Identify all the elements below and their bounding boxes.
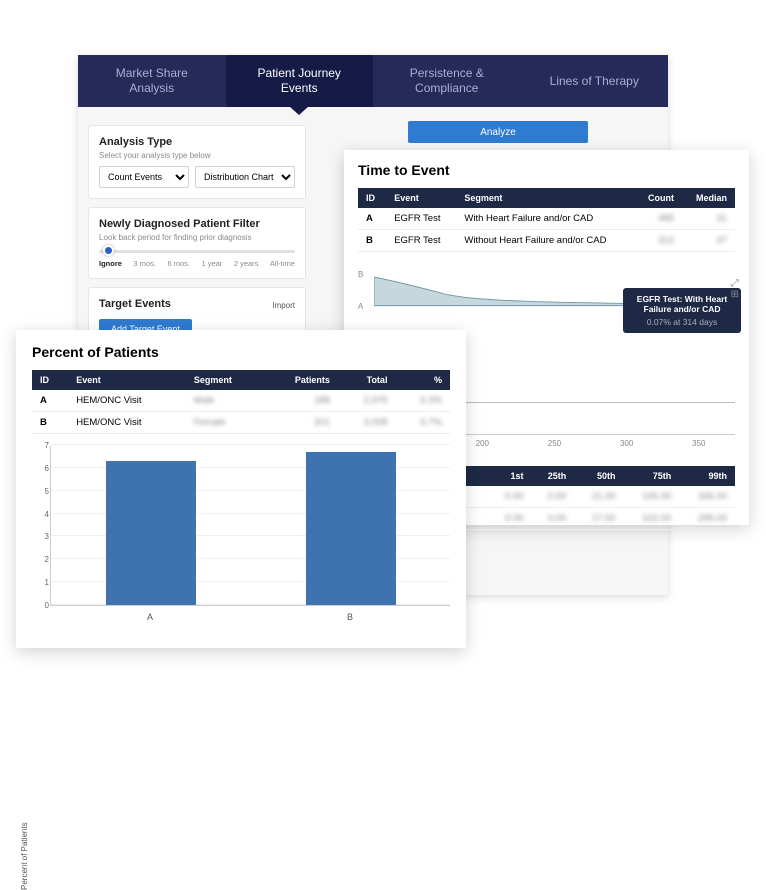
chart-controls[interactable]: ⤢ ⊞ (731, 278, 739, 300)
bar-x-labels: AB (50, 612, 450, 622)
tte-tooltip: EGFR Test: With Heart Failure and/or CAD… (623, 288, 741, 333)
bar (106, 461, 196, 605)
tab-0[interactable]: Market ShareAnalysis (78, 55, 226, 107)
analysis-type-subtitle: Select your analysis type below (99, 151, 295, 160)
analysis-type-panel: Analysis Type Select your analysis type … (88, 125, 306, 199)
tte-y-label-b: B (358, 270, 363, 279)
filter-subtitle: Look back period for finding prior diagn… (99, 233, 295, 242)
tab-1[interactable]: Patient JourneyEvents (226, 55, 374, 107)
tte-title: Time to Event (358, 162, 735, 178)
filter-title: Newly Diagnosed Patient Filter (99, 218, 295, 230)
bar (306, 452, 396, 605)
bar-chart: 01234567 (50, 446, 450, 606)
target-events-title: Target Events (99, 298, 171, 310)
tooltip-sub: 0.07% at 314 days (633, 317, 731, 327)
select-count-events[interactable]: Count Events (99, 166, 189, 188)
analyze-button[interactable]: Analyze (408, 121, 588, 143)
pop-table: IDEventSegmentPatientsTotal% AHEM/ONC Vi… (32, 370, 450, 434)
lookback-slider[interactable] (99, 250, 295, 253)
bar-y-axis-label: Percent of Patients (20, 822, 29, 890)
table-row: BEGFR TestWithout Heart Failure and/or C… (358, 230, 735, 252)
tte-y-label-a: A (358, 302, 363, 311)
tooltip-title: EGFR Test: With Heart Failure and/or CAD (633, 294, 731, 314)
select-distribution-chart[interactable]: Distribution Chart (195, 166, 295, 188)
slider-knob[interactable] (103, 245, 114, 256)
table-row: AEGFR TestWith Heart Failure and/or CAD4… (358, 208, 735, 230)
percent-patients-card: Percent of Patients IDEventSegmentPatien… (16, 330, 466, 648)
tab-2[interactable]: Persistence &Compliance (373, 55, 521, 107)
slider-labels: Ignore3 mos.6 mos.1 year2 yearsAll-time (99, 259, 295, 268)
patient-filter-panel: Newly Diagnosed Patient Filter Look back… (88, 207, 306, 279)
table-row: BHEM/ONC VisitFemale2013,0086.7% (32, 412, 450, 434)
tab-bar: Market ShareAnalysisPatient JourneyEvent… (78, 55, 668, 107)
tte-table-1: IDEventSegmentCountMedian AEGFR TestWith… (358, 188, 735, 252)
bar-yticks: 01234567 (37, 446, 51, 605)
analysis-type-title: Analysis Type (99, 136, 295, 148)
table-row: AHEM/ONC VisitMale1882,9766.3% (32, 390, 450, 412)
tab-3[interactable]: Lines of Therapy (521, 55, 669, 107)
pop-title: Percent of Patients (32, 344, 450, 360)
import-link[interactable]: Import (272, 301, 295, 310)
